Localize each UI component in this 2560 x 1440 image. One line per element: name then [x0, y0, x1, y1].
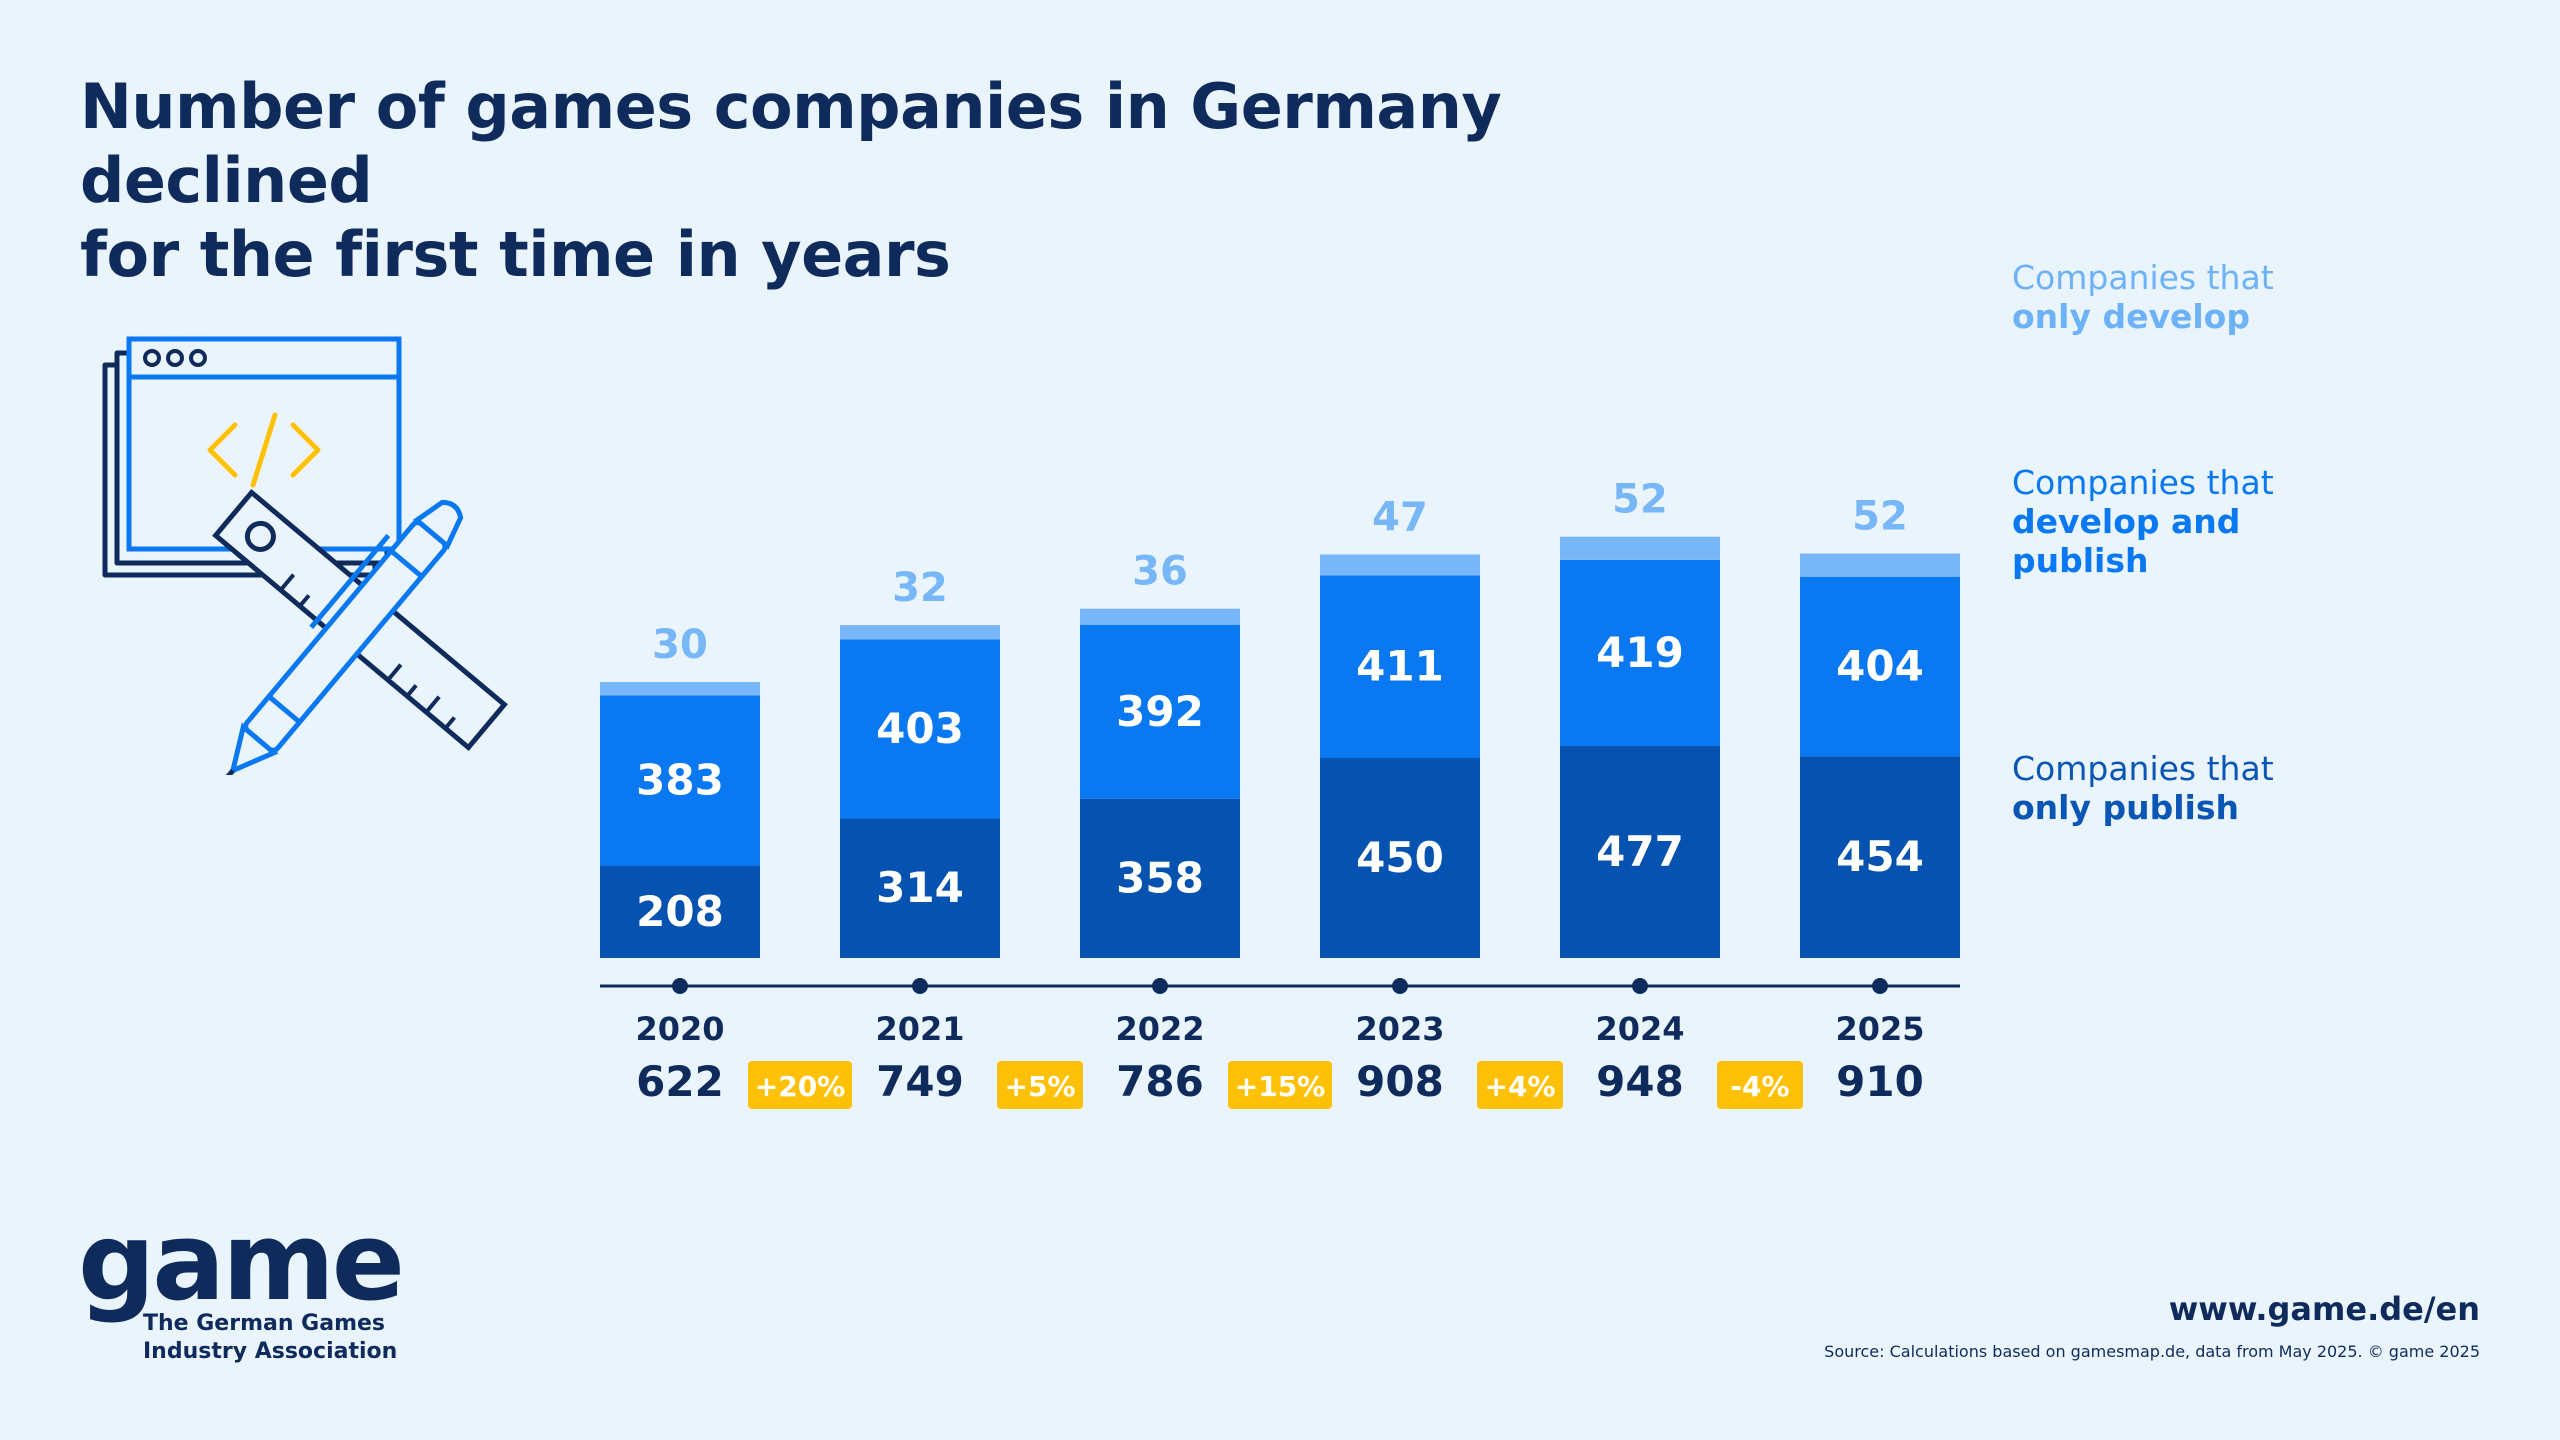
bar-segment-2025-0	[1800, 756, 1960, 958]
bar-label-2020-1: 383	[636, 755, 724, 804]
bar-label-2025-2: 52	[1852, 494, 1908, 540]
year-label-2025: 2025	[1835, 1010, 1924, 1048]
axis-dot-2020	[672, 978, 688, 994]
growth-label-1: +5%	[1005, 1070, 1076, 1103]
pen-icon	[221, 499, 464, 775]
axis-dot-2024	[1632, 978, 1648, 994]
growth-badge-2	[1228, 1061, 1332, 1109]
bar-segment-2023-1	[1320, 575, 1480, 759]
axis-dot-2021	[912, 978, 928, 994]
bar-label-2024-1: 419	[1596, 628, 1684, 677]
legend-develop-publish: Companies that develop and publish	[2012, 463, 2274, 580]
code-tools-illustration	[102, 336, 508, 775]
total-label-2020: 622	[636, 1057, 724, 1106]
growth-label-3: +4%	[1485, 1070, 1556, 1103]
axis-dot-2022	[1152, 978, 1168, 994]
total-label-2022: 786	[1116, 1057, 1204, 1106]
growth-label-2: +15%	[1235, 1070, 1325, 1103]
legend-develop-publish-line3: publish	[2012, 541, 2149, 580]
bar-segment-2020-0	[600, 865, 760, 958]
source-note: Source: Calculations based on gamesmap.d…	[1824, 1342, 2480, 1361]
total-label-2023: 908	[1356, 1057, 1444, 1106]
bar-segment-2021-2	[840, 625, 1000, 640]
bar-segment-2023-0	[1320, 758, 1480, 958]
legend-only-publish: Companies that only publish	[2012, 749, 2274, 827]
bar-label-2020-0: 208	[636, 887, 724, 936]
logo-subtitle-line1: The German Games	[143, 1311, 386, 1336]
legend-only-develop-line1: Companies that	[2012, 258, 2274, 297]
bar-label-2020-2: 30	[652, 622, 708, 668]
total-label-2021: 749	[876, 1057, 964, 1106]
bar-label-2025-0: 454	[1836, 832, 1924, 881]
legend-only-develop: Companies that only develop	[2012, 258, 2274, 336]
window-dots-icon	[143, 349, 207, 367]
axis-dot-2023	[1392, 978, 1408, 994]
bar-segment-2024-0	[1560, 746, 1720, 958]
legend-only-publish-line2: only publish	[2012, 788, 2239, 827]
bar-label-2022-0: 358	[1116, 853, 1204, 902]
code-brackets-icon	[207, 412, 321, 488]
bar-label-2024-0: 477	[1596, 827, 1684, 876]
legend-develop-publish-line1: Companies that	[2012, 463, 2274, 502]
title-line-2: for the first time in years	[80, 218, 951, 291]
bar-label-2021-1: 403	[876, 704, 964, 753]
year-label-2022: 2022	[1115, 1010, 1204, 1048]
bar-label-2023-1: 411	[1356, 642, 1444, 691]
chart-title: Number of games companies in Germany dec…	[80, 70, 1780, 292]
year-label-2020: 2020	[635, 1010, 724, 1048]
growth-badge-1	[997, 1061, 1083, 1109]
year-label-2023: 2023	[1355, 1010, 1444, 1048]
growth-label-4: -4%	[1730, 1070, 1789, 1103]
bar-segment-2025-1	[1800, 576, 1960, 757]
bar-label-2023-0: 450	[1356, 833, 1444, 882]
logo-subtitle: The German Games Industry Association	[143, 1310, 397, 1366]
bar-label-2021-2: 32	[892, 565, 948, 611]
legend-only-develop-line2: only develop	[2012, 297, 2250, 336]
year-label-2021: 2021	[875, 1010, 964, 1048]
legend-only-publish-line1: Companies that	[2012, 749, 2274, 788]
game-logo: game	[78, 1200, 405, 1325]
bar-label-2022-1: 392	[1116, 687, 1204, 736]
website-link[interactable]: www.game.de/en	[2168, 1290, 2480, 1328]
bar-segment-2024-1	[1560, 559, 1720, 747]
bar-segment-2022-1	[1080, 624, 1240, 799]
bar-label-2024-2: 52	[1612, 477, 1668, 523]
bar-segment-2021-0	[840, 818, 1000, 958]
year-label-2024: 2024	[1595, 1010, 1684, 1048]
total-label-2025: 910	[1836, 1057, 1924, 1106]
axis-dot-2025	[1872, 978, 1888, 994]
bar-segment-2022-2	[1080, 608, 1240, 625]
bar-segment-2024-2	[1560, 536, 1720, 560]
growth-badge-0	[748, 1061, 852, 1109]
bar-label-2021-0: 314	[876, 863, 964, 912]
growth-label-0: +20%	[755, 1070, 845, 1103]
logo-subtitle-line2: Industry Association	[143, 1339, 398, 1364]
growth-badge-3	[1477, 1061, 1563, 1109]
legend-develop-publish-line2: develop and	[2012, 502, 2241, 541]
bar-segment-2022-0	[1080, 798, 1240, 958]
bar-segment-2023-2	[1320, 554, 1480, 576]
bar-label-2023-2: 47	[1372, 494, 1428, 540]
bar-segment-2020-1	[600, 695, 760, 866]
bar-label-2022-2: 36	[1132, 549, 1188, 595]
total-label-2024: 948	[1596, 1057, 1684, 1106]
bar-segment-2020-2	[600, 682, 760, 696]
bar-segment-2025-2	[1800, 553, 1960, 577]
bar-label-2025-1: 404	[1836, 641, 1924, 690]
title-line-1: Number of games companies in Germany dec…	[80, 70, 1502, 217]
growth-badge-4	[1717, 1061, 1803, 1109]
bar-segment-2021-1	[840, 639, 1000, 819]
